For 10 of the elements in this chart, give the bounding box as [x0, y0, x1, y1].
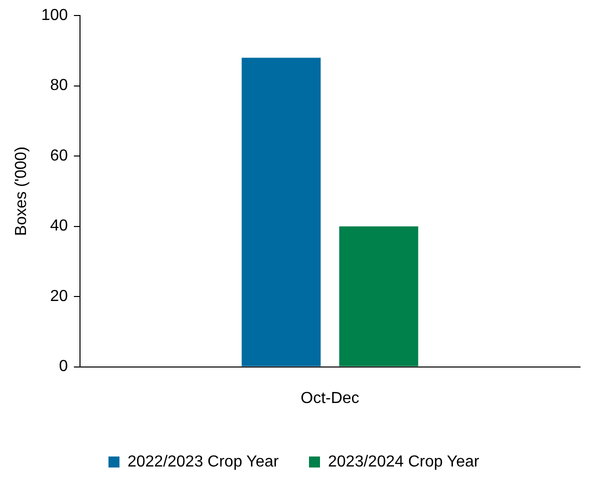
- y-tick-label: 100: [41, 7, 68, 24]
- x-tick-label: Oct-Dec: [300, 390, 360, 407]
- legend-label: 2023/2024 Crop Year: [328, 453, 480, 470]
- y-tick-label: 40: [50, 218, 68, 235]
- y-tick-label: 20: [50, 288, 68, 305]
- y-tick-label: 80: [50, 77, 68, 94]
- y-tick-label: 0: [58, 358, 68, 376]
- y-axis-title: Boxes ('000): [13, 146, 30, 236]
- legend-label: 2022/2023 Crop Year: [127, 453, 280, 470]
- y-tick-label: 60: [50, 147, 68, 164]
